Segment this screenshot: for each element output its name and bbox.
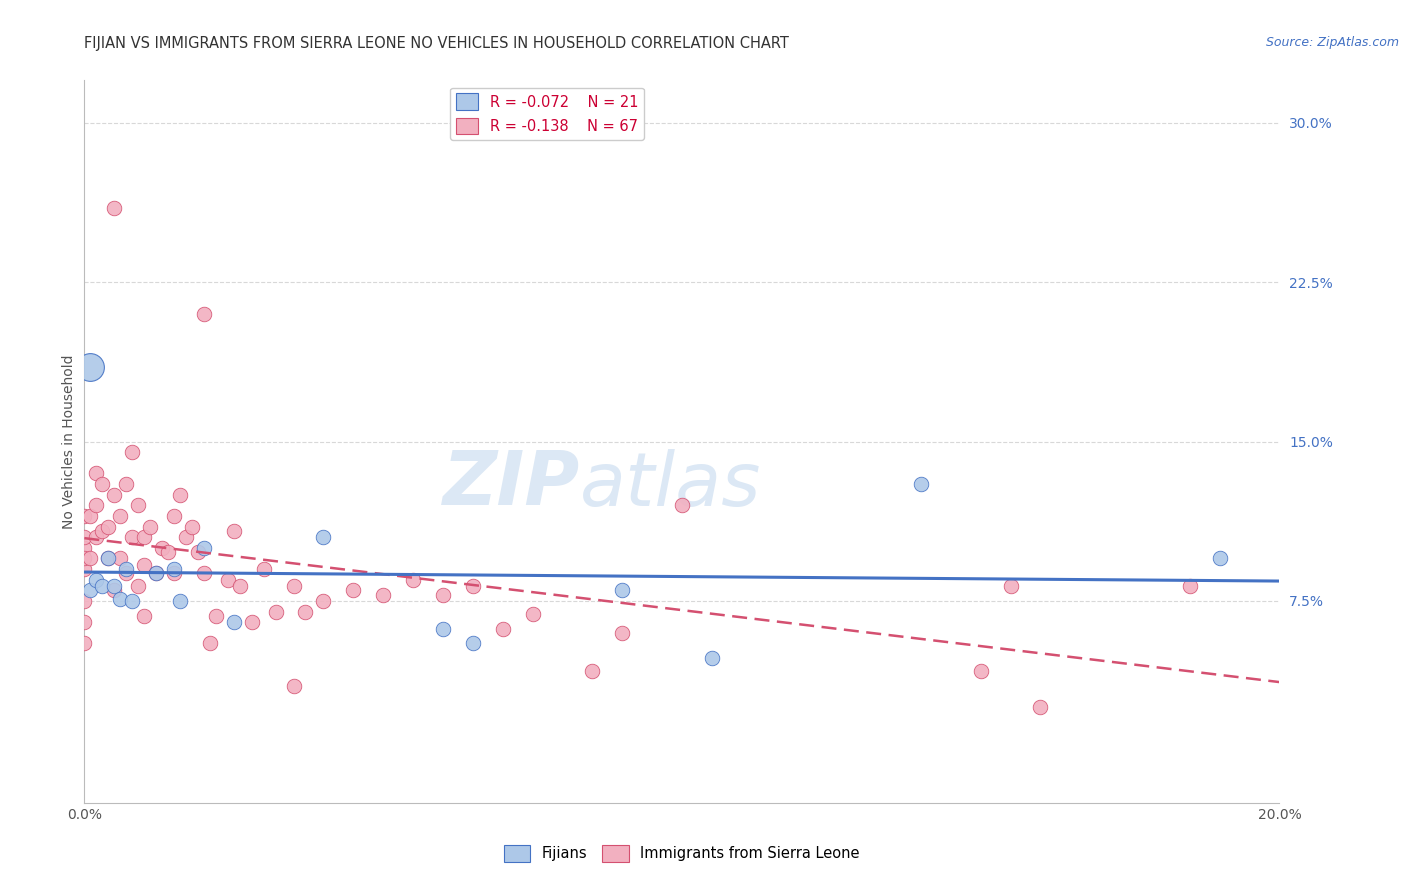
Point <box>193 566 215 581</box>
Point <box>73 636 96 650</box>
Point <box>115 566 138 581</box>
Point <box>612 583 634 598</box>
Point <box>432 588 454 602</box>
Point <box>73 541 96 555</box>
Point <box>312 530 335 544</box>
Y-axis label: No Vehicles in Household: No Vehicles in Household <box>62 354 76 529</box>
Point <box>127 579 149 593</box>
Point <box>217 573 239 587</box>
Point <box>145 566 167 581</box>
Point <box>181 519 204 533</box>
Point <box>103 201 125 215</box>
Point <box>492 622 515 636</box>
Text: ZIP: ZIP <box>443 449 581 522</box>
Point <box>432 622 454 636</box>
Point <box>121 445 143 459</box>
Point <box>73 530 96 544</box>
Point <box>115 562 138 576</box>
Point <box>283 679 305 693</box>
Point <box>1029 700 1052 714</box>
Point <box>91 524 114 538</box>
Point <box>193 541 215 555</box>
Point <box>127 498 149 512</box>
Point <box>373 588 395 602</box>
Point <box>150 541 173 555</box>
Point <box>174 530 197 544</box>
Point <box>73 551 96 566</box>
Point <box>91 477 114 491</box>
Point <box>612 625 634 640</box>
Point <box>294 605 316 619</box>
Point <box>121 530 143 544</box>
Point <box>581 664 603 678</box>
Point <box>103 579 125 593</box>
Point <box>970 664 993 678</box>
Legend: Fijians, Immigrants from Sierra Leone: Fijians, Immigrants from Sierra Leone <box>498 839 866 868</box>
Text: FIJIAN VS IMMIGRANTS FROM SIERRA LEONE NO VEHICLES IN HOUSEHOLD CORRELATION CHAR: FIJIAN VS IMMIGRANTS FROM SIERRA LEONE N… <box>84 36 789 51</box>
Point <box>169 594 191 608</box>
Point <box>163 562 186 576</box>
Point <box>240 615 263 630</box>
Point <box>86 498 108 512</box>
Point <box>205 608 228 623</box>
Point <box>222 615 245 630</box>
Point <box>103 583 125 598</box>
Point <box>97 551 120 566</box>
Point <box>86 467 108 481</box>
Point <box>522 607 544 621</box>
Point <box>342 583 364 598</box>
Point <box>79 360 101 375</box>
Point <box>157 545 180 559</box>
Point <box>97 519 120 533</box>
Point <box>312 594 335 608</box>
Point <box>198 636 221 650</box>
Point <box>1209 551 1232 566</box>
Point <box>283 579 305 593</box>
Point <box>132 558 156 572</box>
Point <box>79 583 101 598</box>
Point <box>700 651 723 665</box>
Point <box>73 594 96 608</box>
Point <box>103 488 125 502</box>
Point <box>1000 579 1022 593</box>
Point <box>193 307 215 321</box>
Point <box>461 636 484 650</box>
Point <box>253 562 276 576</box>
Point <box>402 573 425 587</box>
Point <box>86 530 108 544</box>
Point <box>132 530 156 544</box>
Point <box>163 508 186 523</box>
Point <box>222 524 245 538</box>
Point <box>73 615 96 630</box>
Point <box>671 498 693 512</box>
Point <box>121 594 143 608</box>
Point <box>145 566 167 581</box>
Point <box>264 605 287 619</box>
Point <box>73 508 96 523</box>
Point <box>110 591 132 606</box>
Point <box>461 579 484 593</box>
Text: Source: ZipAtlas.com: Source: ZipAtlas.com <box>1265 36 1399 49</box>
Point <box>97 551 120 566</box>
Point <box>86 573 108 587</box>
Point <box>187 545 209 559</box>
Point <box>91 579 114 593</box>
Point <box>132 608 156 623</box>
Point <box>79 508 101 523</box>
Point <box>139 519 162 533</box>
Point <box>115 477 138 491</box>
Point <box>79 551 101 566</box>
Point <box>1178 579 1201 593</box>
Point <box>910 477 932 491</box>
Point <box>73 562 96 576</box>
Point <box>110 508 132 523</box>
Point <box>110 551 132 566</box>
Point <box>169 488 191 502</box>
Point <box>228 579 252 593</box>
Point <box>163 566 186 581</box>
Text: atlas: atlas <box>581 449 762 521</box>
